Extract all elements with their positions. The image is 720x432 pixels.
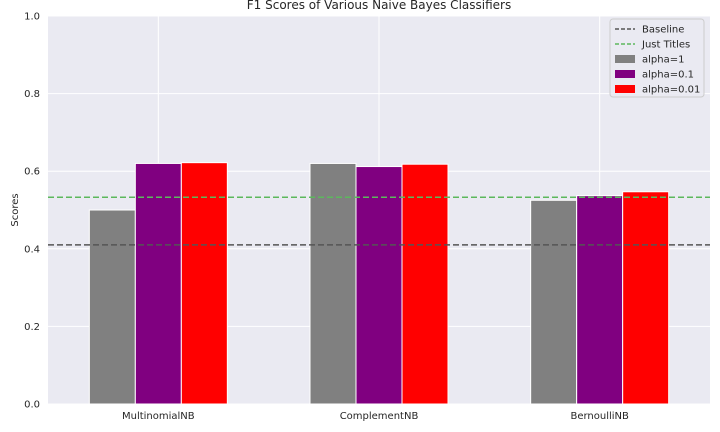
bar [88, 209, 136, 405]
bar [622, 191, 670, 405]
reference-lines [48, 196, 710, 246]
legend-label: Baseline [642, 25, 684, 36]
x-ticks: MultinomialNB ComplementNB BernoulliNB [122, 411, 629, 422]
x-tick-label: MultinomialNB [122, 411, 195, 422]
legend-label: Just Titles [641, 40, 690, 51]
y-ticks: 0.0 0.2 0.4 0.6 0.8 1.0 [24, 12, 40, 411]
legend: Baseline Just Titles alpha=1 alpha=0.1 alpha… [609, 18, 705, 98]
y-tick-label: 0.8 [24, 89, 40, 100]
x-tick-label: BernoulliNB [570, 411, 629, 422]
legend-label: alpha=0.01 [642, 85, 700, 96]
legend-swatch [615, 70, 635, 78]
y-tick-label: 0.0 [24, 400, 40, 411]
bar [180, 162, 228, 405]
y-tick-label: 0.6 [24, 167, 40, 178]
y-tick-label: 1.0 [24, 12, 40, 23]
legend-swatch [615, 55, 635, 63]
bar [355, 166, 403, 405]
chart-title: F1 Scores of Various Naive Bayes Classif… [247, 0, 511, 12]
y-tick-label: 0.2 [24, 322, 40, 333]
legend-label: alpha=1 [642, 55, 684, 66]
bar [401, 163, 449, 405]
y-tick-label: 0.4 [24, 244, 40, 255]
legend-label: alpha=0.1 [642, 70, 694, 81]
bar [530, 199, 578, 405]
bar [576, 195, 624, 405]
bars [88, 162, 670, 405]
y-axis-label: Scores [10, 193, 21, 226]
bar [134, 162, 182, 405]
x-tick-label: ComplementNB [340, 411, 419, 422]
bar [309, 162, 357, 405]
legend-swatch [615, 85, 635, 93]
